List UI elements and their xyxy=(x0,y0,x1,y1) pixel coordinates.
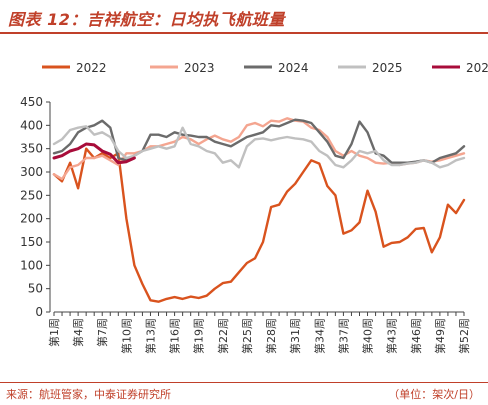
y-tick-label: 350 xyxy=(20,142,43,156)
x-tick-label: 第19周 xyxy=(192,318,206,354)
y-tick-label: 100 xyxy=(20,258,43,272)
x-tick-label: 第16周 xyxy=(168,318,182,354)
x-tick-label: 第49周 xyxy=(433,318,447,354)
y-tick-label: 300 xyxy=(20,165,43,179)
chart-legend: 2022 2023 2024 2025 2026 xyxy=(42,61,488,75)
x-tick-label: 第46周 xyxy=(409,318,423,354)
y-tick-label: 200 xyxy=(20,212,43,226)
legend-label-2026: 2026 xyxy=(466,61,488,75)
series-line-2025 xyxy=(52,125,466,169)
x-tick-label: 第1周 xyxy=(47,318,61,347)
legend-label-2022: 2022 xyxy=(76,61,107,75)
legend-label-2024: 2024 xyxy=(278,61,309,75)
x-axis: 第1周 第4周 第7周 第10周 第13周 第16周 第19周 第22周 第25周 第28周 第31… xyxy=(47,311,471,354)
unit-note: （单位：架次/日） xyxy=(388,388,480,401)
series-line-2026 xyxy=(52,142,136,165)
legend-label-2025: 2025 xyxy=(372,61,403,75)
y-axis: 0 50 100 150 200 250 300 350 400 450 xyxy=(20,95,51,319)
page-title: 图表 12：吉祥航空：日均执飞航班量 xyxy=(8,10,285,29)
y-tick-label: 0 xyxy=(35,305,43,319)
x-tick-label: 第13周 xyxy=(143,318,157,354)
y-tick-label: 450 xyxy=(20,95,43,109)
x-tick-label: 第43周 xyxy=(385,318,399,354)
x-tick-label: 第52周 xyxy=(457,318,471,354)
chart-series xyxy=(52,117,466,303)
x-tick-label: 第10周 xyxy=(119,318,133,354)
title-divider xyxy=(0,32,488,34)
x-tick-label: 第28周 xyxy=(264,318,278,354)
y-tick-label: 50 xyxy=(28,282,43,296)
x-tick-label: 第4周 xyxy=(71,318,85,347)
y-tick-label: 150 xyxy=(20,235,43,249)
source-note: 来源：航班管家，中泰证券研究所 xyxy=(6,388,171,401)
x-tick-label: 第7周 xyxy=(95,318,109,347)
series-line-2024 xyxy=(52,118,466,164)
y-tick-label: 250 xyxy=(20,188,43,202)
x-tick-label: 第31周 xyxy=(288,318,302,354)
footer-divider xyxy=(0,382,488,383)
x-tick-label: 第40周 xyxy=(361,318,375,354)
legend-label-2023: 2023 xyxy=(184,61,215,75)
y-tick-label: 400 xyxy=(20,118,43,132)
line-chart: 2022 2023 2024 2025 2026 0 50 100 150 200 250 300 3… xyxy=(20,61,488,354)
x-tick-label: 第34周 xyxy=(312,318,326,354)
series-line-2022 xyxy=(52,147,466,303)
x-tick-label: 第22周 xyxy=(216,318,230,354)
x-tick-label: 第37周 xyxy=(336,318,350,354)
x-tick-label: 第25周 xyxy=(240,318,254,354)
